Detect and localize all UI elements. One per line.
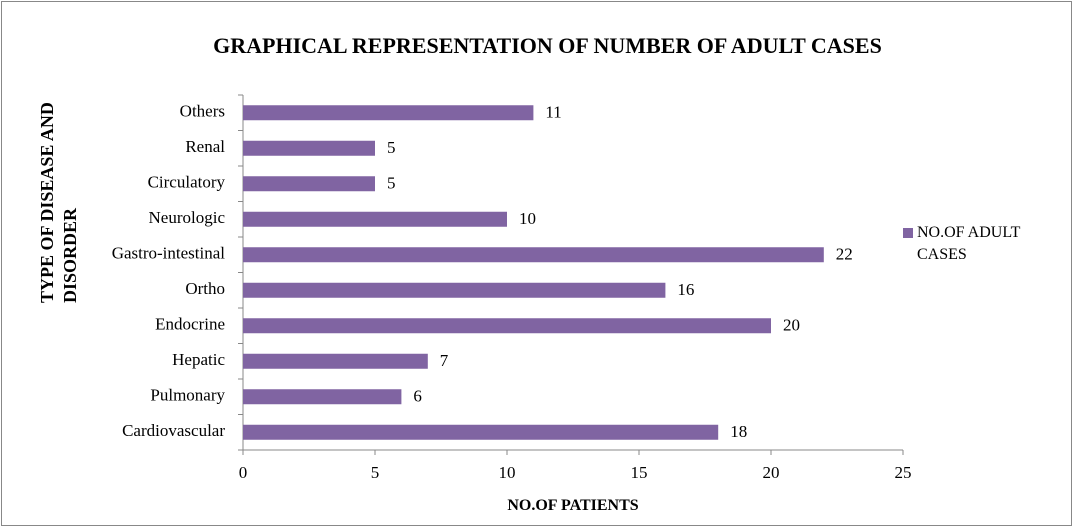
data-label: 16: [677, 280, 694, 299]
bar: [243, 353, 428, 369]
x-tick-label: 20: [763, 463, 780, 482]
bar: [243, 389, 402, 405]
legend-label: NO.OF ADULT CASES: [917, 224, 1021, 263]
y-tick-label: Renal: [185, 137, 225, 156]
bar: [243, 176, 375, 192]
data-label: 20: [783, 316, 800, 335]
y-tick-label: Endocrine: [155, 315, 225, 334]
y-axis-label: TYPE OF DISEASE AND DISORDER: [37, 102, 80, 303]
data-label: 11: [545, 103, 561, 122]
x-tick-label: 15: [631, 463, 648, 482]
x-tick-label: 5: [371, 463, 380, 482]
data-label: 5: [387, 174, 396, 193]
y-tick-label: Pulmonary: [150, 386, 225, 405]
x-tick-label: 0: [239, 463, 248, 482]
data-label: 10: [519, 209, 536, 228]
data-label: 7: [440, 351, 449, 370]
bar: [243, 105, 534, 121]
legend: NO.OF ADULT CASES: [903, 222, 1057, 266]
chart-title: GRAPHICAL REPRESENTATION OF NUMBER OF AD…: [213, 33, 882, 58]
bar: [243, 247, 824, 263]
legend-swatch: [903, 228, 913, 238]
x-tick-label: 10: [499, 463, 516, 482]
x-axis-label: NO.OF PATIENTS: [507, 497, 639, 514]
bar: [243, 211, 507, 227]
y-tick-label: Circulatory: [148, 173, 226, 192]
data-label: 5: [387, 138, 396, 157]
bar: [243, 140, 375, 156]
y-tick-label: Others: [180, 102, 225, 121]
x-tick-label: 25: [895, 463, 912, 482]
y-tick-label: Neurologic: [149, 208, 226, 227]
bar: [243, 318, 771, 334]
bar: [243, 282, 666, 298]
y-tick-label: Hepatic: [172, 350, 225, 369]
bar: [243, 424, 719, 440]
y-tick-label: Cardiovascular: [122, 421, 225, 440]
y-tick-label: Ortho: [185, 279, 225, 298]
y-tick-label: Gastro-intestinal: [112, 244, 226, 263]
data-label: 22: [836, 245, 853, 264]
data-label: 18: [730, 422, 747, 441]
data-label: 6: [413, 387, 422, 406]
